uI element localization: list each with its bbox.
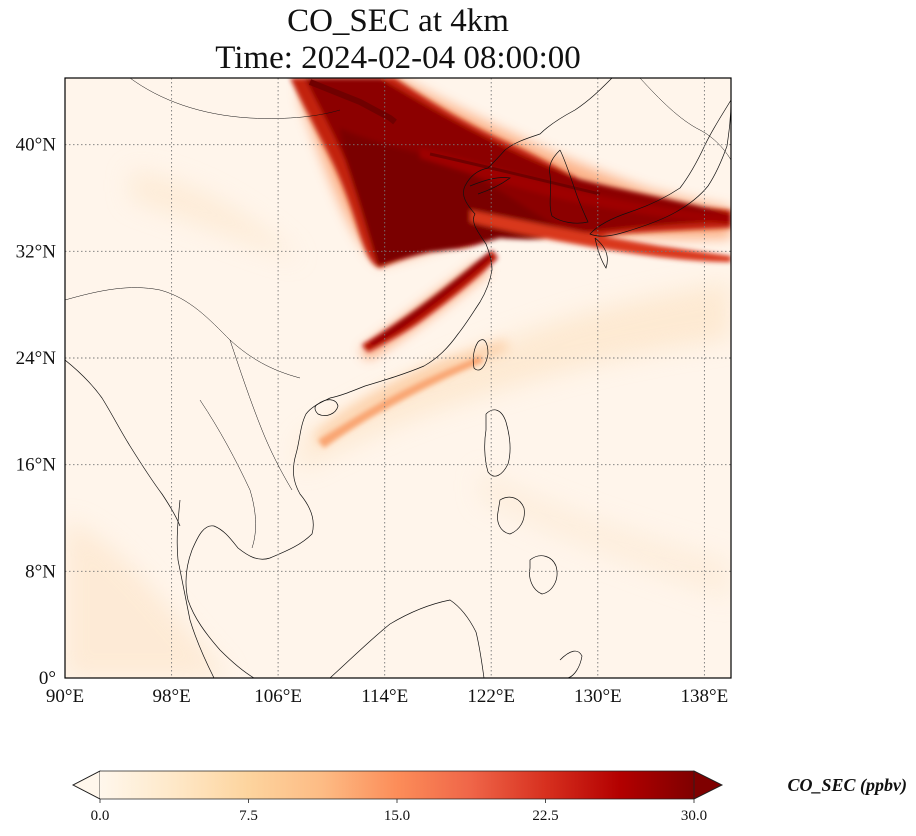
lon-tick-label: 138°E <box>681 686 729 707</box>
map-panel <box>64 77 732 679</box>
map-frame <box>64 77 732 679</box>
colorbar: 0.0 7.5 15.0 22.5 30.0 CO_SEC (ppbv) <box>72 770 907 824</box>
lon-tick-label: 122°E <box>467 686 515 707</box>
lon-tick-label: 90°E <box>46 686 84 707</box>
lat-tick-label: 40°N <box>16 135 57 156</box>
colorbar-extend-min <box>72 770 101 800</box>
gridlines <box>65 78 731 678</box>
map-title-line2: Time: 2024-02-04 08:00:00 <box>215 40 581 76</box>
coastlines <box>65 78 731 678</box>
lon-tick-label: 106°E <box>254 686 302 707</box>
concentration-field <box>65 78 731 678</box>
colorbar-tick-label: 22.5 <box>532 808 558 824</box>
map-title-line1: CO_SEC at 4km <box>287 3 509 39</box>
lat-tick-labels: 0° 8°N 16°N 24°N 32°N 40°N <box>16 135 57 689</box>
lat-tick-label: 8°N <box>25 561 56 582</box>
lat-tick-label: 32°N <box>16 241 57 262</box>
lon-tick-label: 98°E <box>152 686 190 707</box>
colorbar-tick-label: 7.5 <box>239 808 258 824</box>
lon-tick-label: 114°E <box>361 686 408 707</box>
colorbar-tick-label: 15.0 <box>384 808 410 824</box>
lat-tick-label: 24°N <box>16 348 57 369</box>
colorbar-tick-label: 0.0 <box>91 808 110 824</box>
lon-tick-labels: 90°E 98°E 106°E 114°E 122°E 130°E 138°E <box>46 686 728 707</box>
colorbar-gradient <box>100 771 694 799</box>
lat-tick-label: 16°N <box>16 455 57 476</box>
colorbar-extend-max <box>693 770 723 800</box>
colorbar-label: CO_SEC (ppbv) <box>787 775 907 796</box>
colorbar-tick-label: 30.0 <box>681 808 707 824</box>
lon-tick-label: 130°E <box>574 686 622 707</box>
lat-tick-label: 0° <box>39 668 56 689</box>
